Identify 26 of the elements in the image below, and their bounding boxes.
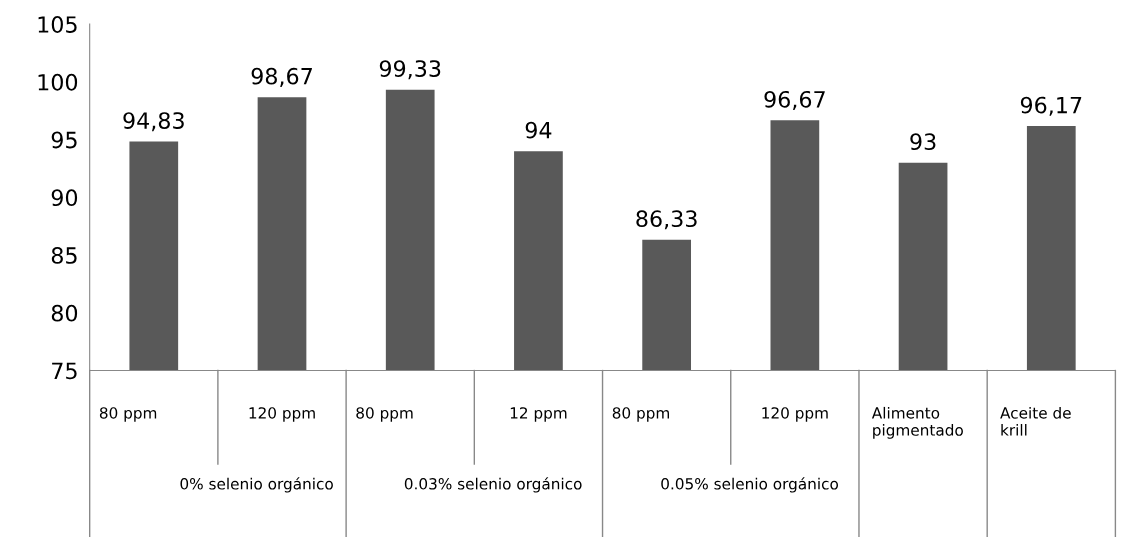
data-label: 94,83 bbox=[123, 112, 184, 132]
y-tick-label: 90 bbox=[51, 189, 78, 207]
text: 0.03% selenio orgánico bbox=[404, 477, 582, 493]
y-tick-label: 100 bbox=[38, 73, 78, 91]
x-tick-label: Alimento pigmentado bbox=[871, 406, 963, 439]
data-label: 99,33 bbox=[379, 60, 441, 80]
y-tick-label: 80 bbox=[51, 304, 78, 322]
x-tick-label: 80 ppm bbox=[612, 407, 669, 422]
data-label: 96,17 bbox=[1020, 96, 1082, 116]
data-label: 98,67 bbox=[251, 67, 312, 87]
x-tick-label: 80 ppm bbox=[99, 407, 157, 422]
x-tick-label: 120 ppm bbox=[249, 407, 315, 422]
y-tick-label: 75 bbox=[52, 362, 77, 380]
data-label: 96,67 bbox=[764, 90, 825, 110]
x-tick-label: 120 ppm bbox=[762, 407, 828, 422]
x-tick-label: 80 ppm bbox=[356, 407, 413, 422]
data-label: 93 bbox=[910, 133, 936, 151]
text: 0% selenio orgánico bbox=[180, 477, 333, 493]
y-tick-label: 95 bbox=[51, 131, 77, 149]
data-label: 86,33 bbox=[636, 210, 697, 230]
data-label: 94 bbox=[525, 121, 552, 139]
x-tick-label: Aceite de krill bbox=[1000, 406, 1071, 436]
x-tick-label: 12 ppm bbox=[510, 407, 567, 422]
text: 0.05% selenio orgánico bbox=[661, 477, 839, 493]
y-tick-label: 85 bbox=[51, 247, 77, 264]
y-tick-label: 105 bbox=[38, 16, 77, 33]
